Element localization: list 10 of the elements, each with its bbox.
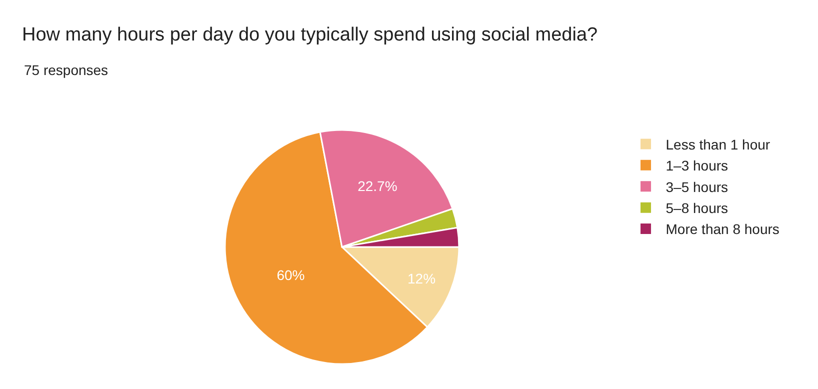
legend-label: Less than 1 hour	[666, 136, 770, 152]
text: 75 responses	[24, 62, 108, 78]
legend-label: 1–3 hours	[666, 158, 728, 174]
chart-title: How many hours per day do you typically spend using social media?	[22, 24, 598, 46]
legend-label: 3–5 hours	[666, 178, 728, 195]
legend-label: More than 8 hours	[666, 221, 780, 238]
data-label: 12%	[407, 270, 436, 286]
data-label: 22.7%	[358, 178, 398, 194]
legend-label: 5–8 hours	[666, 200, 728, 216]
data-label: 60%	[276, 267, 305, 284]
